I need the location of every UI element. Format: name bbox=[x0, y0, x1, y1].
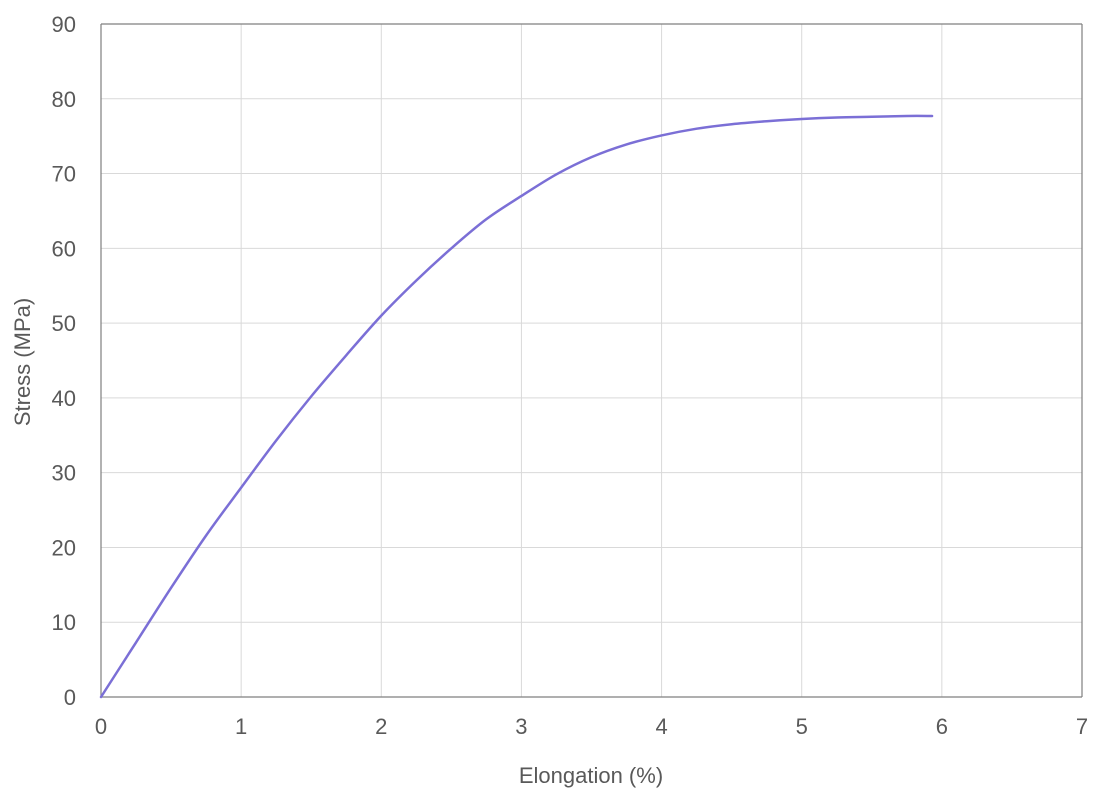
x-tick-label: 3 bbox=[515, 714, 527, 739]
series-layer bbox=[99, 114, 934, 699]
grid-lines bbox=[101, 23, 1083, 697]
y-tick-label: 80 bbox=[52, 87, 76, 112]
y-tick-label: 20 bbox=[52, 535, 76, 560]
x-tick-label: 5 bbox=[796, 714, 808, 739]
x-tick-label: 4 bbox=[655, 714, 667, 739]
x-tick-label: 2 bbox=[375, 714, 387, 739]
y-tick-label: 10 bbox=[52, 610, 76, 635]
x-tick-label: 7 bbox=[1076, 714, 1088, 739]
x-tick-label: 0 bbox=[95, 714, 107, 739]
y-tick-label: 0 bbox=[64, 685, 76, 710]
y-tick-label: 60 bbox=[52, 236, 76, 261]
x-tick-label: 6 bbox=[936, 714, 948, 739]
y-tick-label: 40 bbox=[52, 386, 76, 411]
y-tick-label: 90 bbox=[52, 12, 76, 37]
y-tick-label: 30 bbox=[52, 461, 76, 486]
x-axis-title: Elongation (%) bbox=[519, 763, 663, 788]
x-tick-label: 1 bbox=[235, 714, 247, 739]
axes bbox=[100, 23, 1083, 698]
y-tick-label: 70 bbox=[52, 162, 76, 187]
y-tick-label: 50 bbox=[52, 311, 76, 336]
series-line-0 bbox=[99, 114, 934, 699]
y-axis-title: Stress (MPa) bbox=[10, 298, 35, 426]
